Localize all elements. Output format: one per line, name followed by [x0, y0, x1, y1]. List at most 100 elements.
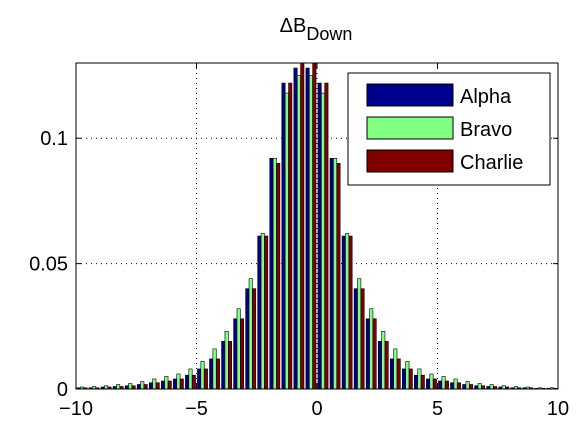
y-tick-label: 0.1: [40, 128, 68, 150]
bar-alpha-28: [414, 374, 419, 390]
bar-alpha-31: [450, 382, 455, 390]
bar-bravo-11: [212, 348, 217, 390]
bar-bravo-20: [321, 92, 326, 390]
bar-alpha-18: [293, 67, 298, 390]
bar-charlie-6: [155, 382, 160, 390]
bar-bravo-22: [345, 233, 350, 390]
x-tick-labels: −10 −5 0 5 10: [59, 398, 569, 420]
bar-bravo-27: [405, 361, 410, 390]
bar-alpha-16: [269, 157, 274, 390]
bar-bravo-3: [116, 384, 121, 390]
bar-alpha-10: [197, 368, 202, 390]
bar-charlie-13: [240, 318, 245, 390]
bar-charlie-17: [288, 82, 293, 390]
bar-alpha-20: [317, 82, 322, 390]
bar-bravo-28: [417, 368, 422, 390]
legend-label-alpha: Alpha: [460, 86, 512, 108]
bar-charlie-20: [324, 82, 329, 390]
chart-title: ΔBDown: [280, 15, 353, 44]
bar-charlie-16: [276, 163, 281, 390]
bar-bravo-19: [308, 75, 313, 390]
bar-bravo-23: [357, 278, 362, 390]
bar-bravo-30: [441, 376, 446, 390]
bar-bravo-8: [176, 373, 181, 390]
chart-title-main: ΔB: [280, 15, 307, 37]
bar-bravo-31: [453, 378, 458, 390]
bar-alpha-14: [245, 288, 250, 390]
bar-charlie-25: [384, 341, 389, 390]
bar-bravo-6: [152, 378, 157, 390]
bar-alpha-15: [257, 235, 262, 390]
legend-swatch-alpha: [366, 83, 454, 107]
bar-alpha-22: [341, 235, 346, 390]
bar-charlie-12: [228, 341, 232, 390]
bar-bravo-29: [429, 373, 434, 390]
x-tick-label: 0: [311, 398, 322, 420]
bar-charlie-21: [336, 163, 341, 390]
x-tick-label: −10: [59, 398, 93, 420]
x-tick-label: −5: [185, 398, 208, 420]
bar-charlie-14: [252, 288, 257, 390]
bar-alpha-8: [173, 378, 178, 390]
bar-alpha-12: [221, 341, 226, 390]
bar-bravo-32: [465, 381, 470, 390]
bar-series-group: [76, 62, 558, 390]
bar-charlie-27: [408, 368, 413, 390]
bar-bravo-21: [333, 157, 338, 390]
y-tick-label: 0.05: [29, 254, 68, 276]
bar-bravo-33: [477, 383, 482, 390]
bar-bravo-10: [200, 361, 205, 390]
bar-charlie-11: [215, 358, 220, 390]
bar-alpha-25: [377, 341, 382, 390]
bar-alpha-11: [209, 358, 214, 390]
bar-bravo-34: [489, 384, 494, 390]
bar-alpha-17: [281, 82, 286, 390]
legend-label-charlie: Charlie: [460, 152, 523, 174]
bar-charlie-29: [432, 378, 437, 390]
bar-bravo-12: [224, 331, 229, 390]
bar-alpha-5: [136, 384, 141, 390]
bar-bravo-18: [296, 75, 301, 390]
chart-title-subscript: Down: [306, 24, 352, 44]
bar-charlie-7: [167, 380, 172, 390]
bar-bravo-25: [381, 331, 386, 390]
axis-ticks: [75, 63, 559, 390]
bar-alpha-6: [148, 382, 153, 390]
bar-alpha-26: [389, 358, 394, 390]
bar-charlie-15: [264, 235, 269, 390]
bar-alpha-32: [462, 384, 467, 390]
bar-alpha-23: [353, 288, 358, 390]
bar-charlie-10: [203, 368, 208, 390]
bar-bravo-13: [236, 308, 241, 390]
bar-alpha-9: [185, 374, 190, 390]
bar-bravo-9: [188, 368, 193, 390]
bar-alpha-27: [402, 368, 406, 390]
legend-swatch-charlie: [366, 149, 454, 173]
bar-charlie-19: [312, 62, 317, 390]
x-tick-label: 10: [547, 398, 569, 420]
bar-charlie-22: [348, 235, 353, 390]
bar-bravo-17: [284, 92, 289, 390]
bar-charlie-24: [372, 318, 377, 390]
bar-bravo-15: [260, 233, 265, 390]
bar-bravo-4: [128, 383, 133, 390]
bar-charlie-32: [469, 384, 473, 390]
legend-swatch-bravo: [366, 116, 454, 140]
bar-charlie-9: [191, 374, 196, 390]
legend-label-bravo: Bravo: [460, 119, 512, 141]
y-tick-labels: 0 0.05 0.1: [29, 128, 68, 401]
bar-bravo-24: [369, 308, 374, 390]
bar-alpha-29: [426, 378, 431, 390]
bar-alpha-19: [305, 67, 310, 390]
bar-alpha-24: [365, 318, 370, 390]
y-tick-label: 0: [57, 379, 68, 401]
x-tick-label: 5: [432, 398, 443, 420]
bar-alpha-21: [329, 157, 334, 390]
bar-alpha-30: [438, 380, 443, 390]
bar-charlie-26: [396, 358, 401, 390]
legend: Alpha Bravo Charlie: [347, 72, 551, 186]
grid-lines: [76, 63, 558, 389]
bar-charlie-18: [300, 62, 305, 390]
bar-charlie-8: [179, 378, 184, 390]
